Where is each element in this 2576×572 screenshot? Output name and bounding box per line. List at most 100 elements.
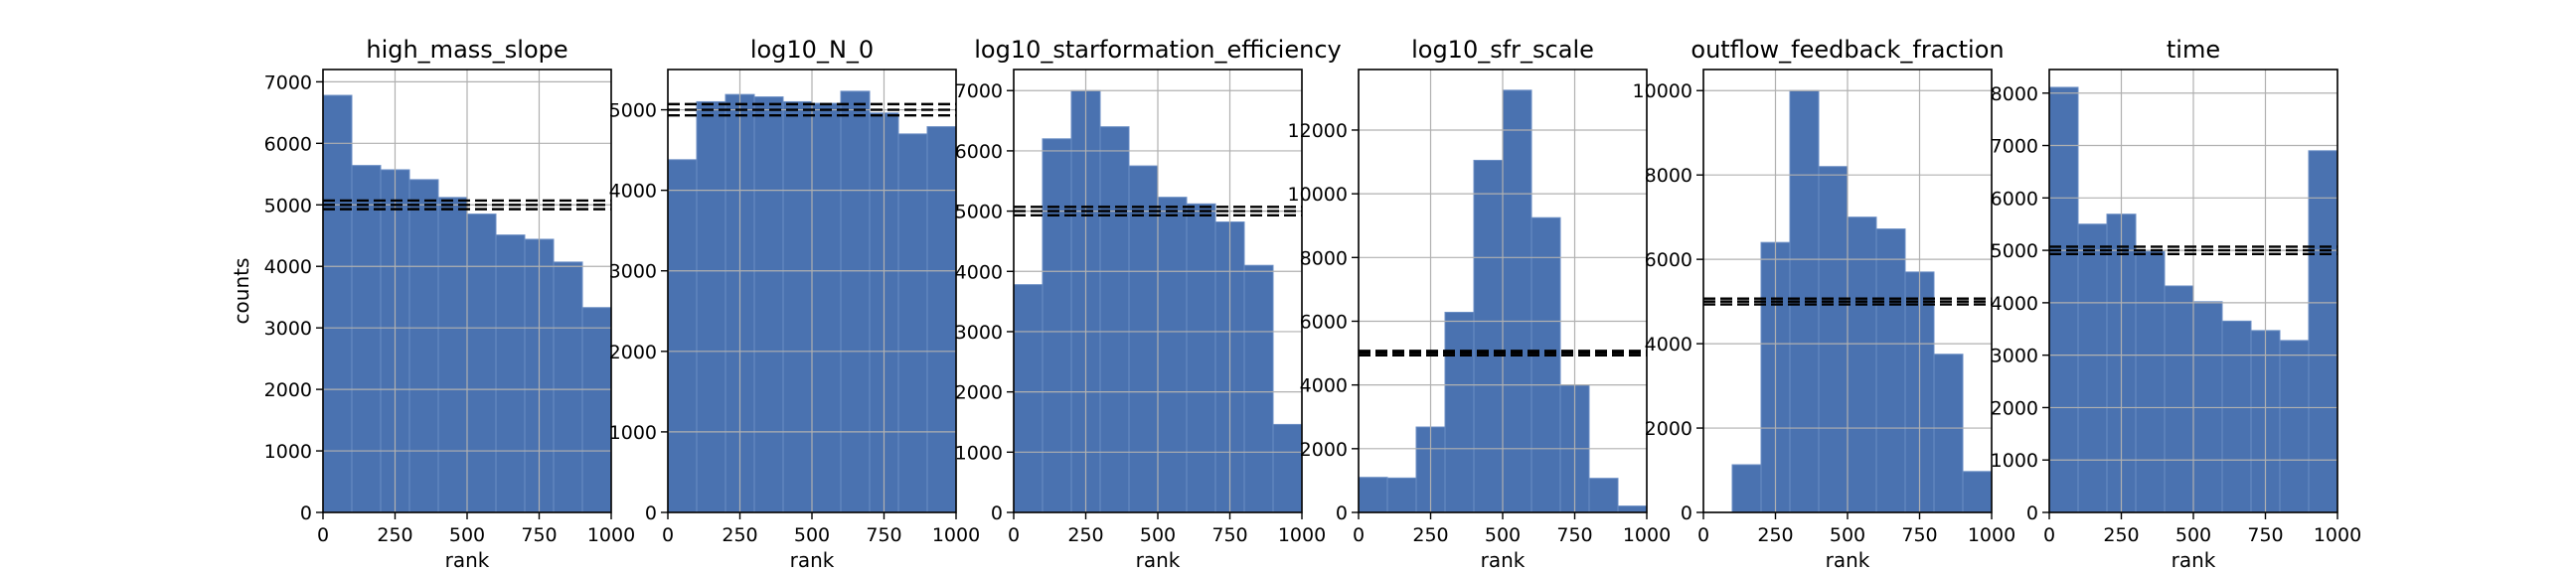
histogram-bar — [840, 90, 871, 513]
histogram-bar — [553, 261, 583, 513]
y-tick-label: 6000 — [955, 141, 1003, 163]
histogram-bar — [1157, 197, 1188, 513]
x-tick-label: 750 — [2247, 524, 2283, 546]
x-tick-label: 1000 — [1968, 524, 2015, 546]
histogram-bar — [1358, 477, 1388, 513]
y-tick-label: 5000 — [1991, 240, 2038, 262]
x-tick-label: 1000 — [587, 524, 635, 546]
x-tick-label: 0 — [317, 524, 329, 546]
x-tick-label: 0 — [1353, 524, 1365, 546]
x-tick-label: 500 — [794, 524, 830, 546]
histogram-bar — [2221, 320, 2252, 513]
x-axis-label: rank — [790, 548, 835, 572]
histogram-bar — [1847, 216, 1877, 513]
x-tick-label: 0 — [2043, 524, 2055, 546]
histogram-bar — [1962, 471, 1993, 513]
y-tick-label: 2000 — [609, 342, 657, 363]
y-tick-label: 0 — [300, 502, 312, 524]
histogram-bar — [1617, 505, 1648, 513]
histogram-bar — [1272, 423, 1303, 513]
y-tick-label: 2000 — [955, 382, 1003, 404]
histogram-bar — [811, 102, 842, 513]
x-tick-label: 1000 — [2314, 524, 2361, 546]
histogram-bar — [926, 126, 957, 513]
y-tick-label: 0 — [2026, 502, 2038, 524]
x-tick-label: 250 — [2103, 524, 2139, 546]
y-axis-label: counts — [230, 258, 253, 325]
histogram-bar — [1186, 203, 1216, 513]
y-tick-label: 2000 — [1991, 397, 2038, 419]
chart-panel-5: 0 250 500 750 10000200040006000800010000outf… — [1633, 36, 2016, 572]
y-tick-label: 7000 — [1991, 136, 2038, 158]
chart-title: outflow_feedback_fraction — [1690, 36, 2004, 64]
x-tick-label: 500 — [1830, 524, 1865, 546]
histogram-bar — [1502, 89, 1532, 513]
y-tick-label: 4000 — [955, 261, 1003, 283]
x-tick-label: 500 — [449, 524, 485, 546]
x-tick-label: 1000 — [1623, 524, 1671, 546]
y-tick-label: 7000 — [955, 80, 1003, 102]
histogram-bar — [696, 100, 726, 513]
y-tick-label: 12000 — [1288, 120, 1348, 142]
y-tick-label: 1000 — [609, 422, 657, 444]
y-tick-label: 6000 — [1645, 249, 1692, 271]
histogram-bar — [495, 234, 526, 513]
x-tick-label: 250 — [1412, 524, 1448, 546]
histogram-bar — [1933, 354, 1964, 513]
y-tick-label: 10000 — [1288, 184, 1348, 206]
histogram-bar — [1444, 311, 1475, 513]
chart-panel-2: 0 250 500 750 1000 0 1000 2000 3000 4000 5000 log10… — [609, 36, 981, 572]
chart-panel-4: 0 250 500 750 100002000400060008000100001200… — [1288, 36, 1672, 572]
y-tick-label: 5000 — [609, 100, 657, 122]
histogram-bar — [1042, 138, 1072, 513]
histogram-bar — [437, 197, 468, 513]
x-tick-label: 500 — [1140, 524, 1176, 546]
y-tick-label: 8000 — [1991, 83, 2038, 105]
histogram-bar — [1099, 126, 1130, 513]
chart-panel-6: 0 250 500 750 1000 0 1000 2000 3000 4000 5000 6000 7… — [1991, 36, 2362, 572]
histogram-bar — [1818, 166, 1849, 513]
x-tick-label: 250 — [722, 524, 757, 546]
y-tick-label: 1000 — [264, 441, 312, 463]
x-tick-label: 250 — [1067, 524, 1103, 546]
y-tick-label: 2000 — [1300, 439, 1348, 461]
histogram-bar — [1530, 216, 1561, 513]
chart-title: high_mass_slope — [366, 36, 567, 64]
y-tick-label: 6000 — [1300, 311, 1348, 333]
x-tick-label: 0 — [662, 524, 674, 546]
y-tick-label: 4000 — [1991, 293, 2038, 315]
x-tick-label: 750 — [1556, 524, 1592, 546]
x-tick-label: 1000 — [1278, 524, 1326, 546]
histogram-bar — [581, 307, 612, 513]
x-tick-label: 750 — [1901, 524, 1937, 546]
x-tick-label: 250 — [377, 524, 412, 546]
y-tick-label: 3000 — [264, 318, 312, 340]
histogram-bar — [2077, 223, 2108, 513]
histogram-bar — [1013, 284, 1044, 513]
y-tick-label: 3000 — [609, 261, 657, 283]
x-axis-label: rank — [2172, 548, 2216, 572]
x-axis-label: rank — [1826, 548, 1870, 572]
y-tick-label: 0 — [1681, 502, 1692, 524]
histogram-bar — [2048, 86, 2079, 513]
histogram-bar — [1588, 478, 1619, 513]
y-tick-label: 1000 — [955, 442, 1003, 464]
y-tick-label: 0 — [991, 502, 1003, 524]
histogram-bar — [897, 133, 928, 513]
x-tick-label: 500 — [2175, 524, 2211, 546]
histogram-bar — [1473, 159, 1504, 513]
histogram-bar — [408, 179, 439, 513]
y-tick-label: 4000 — [1300, 375, 1348, 397]
y-tick-label: 10000 — [1633, 80, 1692, 102]
x-axis-label: rank — [1481, 548, 1526, 572]
chart-panel-1: 0 250 500 750 1000 0 1000 2000 3000 4000 5000 6000 7… — [264, 36, 636, 572]
x-tick-label: 0 — [1008, 524, 1020, 546]
y-tick-label: 1000 — [1991, 450, 2038, 472]
chart-title: log10_sfr_scale — [1411, 36, 1594, 64]
histogram-bar — [1875, 228, 1906, 513]
x-tick-label: 750 — [521, 524, 557, 546]
chart-panel-3: 0 250 500 750 1000 0 1000 2000 3000 4000 5000 6000 7… — [955, 36, 1342, 572]
x-tick-label: 250 — [1757, 524, 1793, 546]
histogram-bar — [322, 94, 353, 513]
